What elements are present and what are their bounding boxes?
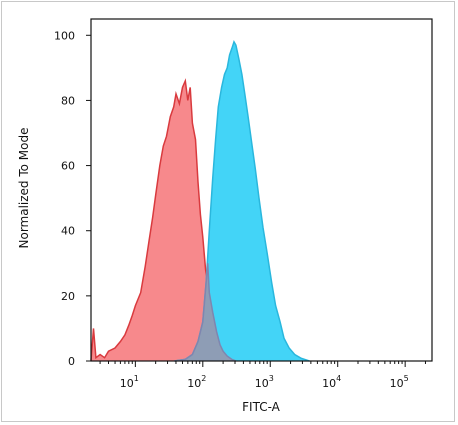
y-tick-label: 40 [61, 225, 75, 238]
histogram-series-1-fill [91, 80, 236, 362]
y-tick-label: 20 [61, 290, 75, 303]
histogram-series-2-outline [174, 39, 310, 362]
y-tick-label: 60 [61, 160, 75, 173]
x-tick-label: 103 [255, 374, 274, 390]
x-tick-label: 104 [322, 374, 341, 390]
x-tick-label: 101 [120, 374, 139, 390]
y-tick-label: 80 [61, 94, 75, 107]
x-tick-label: 105 [390, 374, 409, 390]
plot-area [90, 18, 433, 362]
histogram-series-3-outline [174, 263, 237, 362]
x-axis-ticks: 101 102 103 104 105 [99, 361, 426, 390]
y-axis-label: Normalized To Mode [17, 127, 31, 248]
series-layer [90, 39, 310, 362]
x-axis-label: FITC-A [242, 400, 281, 414]
y-tick-label: 100 [54, 29, 75, 42]
x-tick-label: 102 [187, 374, 206, 390]
y-axis-ticks: 0 20 40 60 80 100 [54, 29, 91, 368]
histogram-series-3-fill [174, 263, 236, 361]
y-tick-label: 0 [68, 355, 75, 368]
